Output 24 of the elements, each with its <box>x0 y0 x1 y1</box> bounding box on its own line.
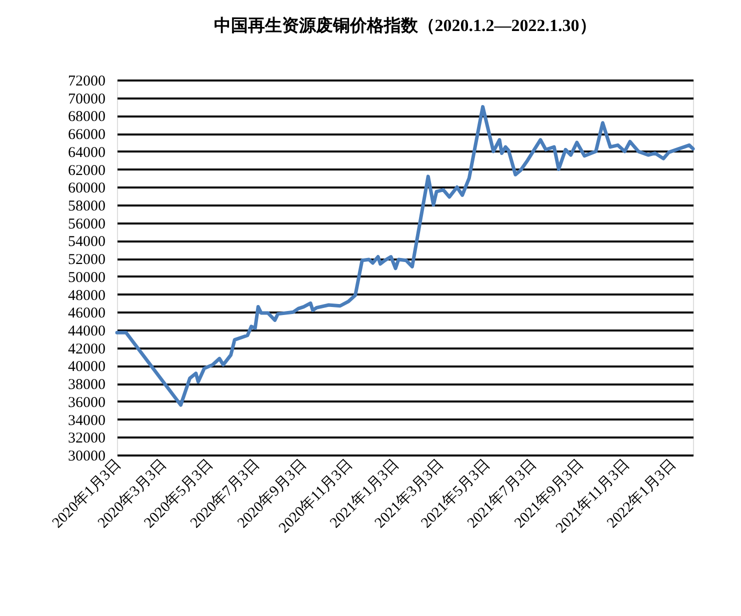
y-tick-label: 70000 <box>68 91 106 108</box>
y-tick-label: 32000 <box>68 430 106 447</box>
y-tick-label: 30000 <box>68 448 106 464</box>
y-tick-label: 52000 <box>68 252 106 268</box>
y-tick-label: 62000 <box>68 162 106 179</box>
line-series <box>115 105 695 407</box>
y-tick-label: 58000 <box>68 198 106 214</box>
y-tick-label: 66000 <box>68 127 106 144</box>
y-tick-label: 72000 <box>68 74 106 90</box>
y-tick-label: 40000 <box>68 359 106 376</box>
y-tick-label: 44000 <box>68 324 106 340</box>
y-tick-label: 34000 <box>68 412 106 429</box>
y-tick-label: 46000 <box>68 306 106 322</box>
y-tick-label: 38000 <box>68 377 106 394</box>
y-tick-label: 36000 <box>68 394 106 411</box>
y-tick-label: 68000 <box>68 109 106 126</box>
y-tick-label: 60000 <box>68 180 106 197</box>
y-tick-label: 48000 <box>68 288 106 304</box>
chart-title: 中国再生资源废铜价格指数（2020.1.2—2022.1.30） <box>214 16 596 35</box>
y-tick-label: 56000 <box>68 216 106 232</box>
y-tick-label: 64000 <box>68 144 106 161</box>
y-tick-label: 54000 <box>68 234 106 250</box>
y-tick-label: 50000 <box>68 270 106 286</box>
y-tick-label: 42000 <box>68 341 106 358</box>
